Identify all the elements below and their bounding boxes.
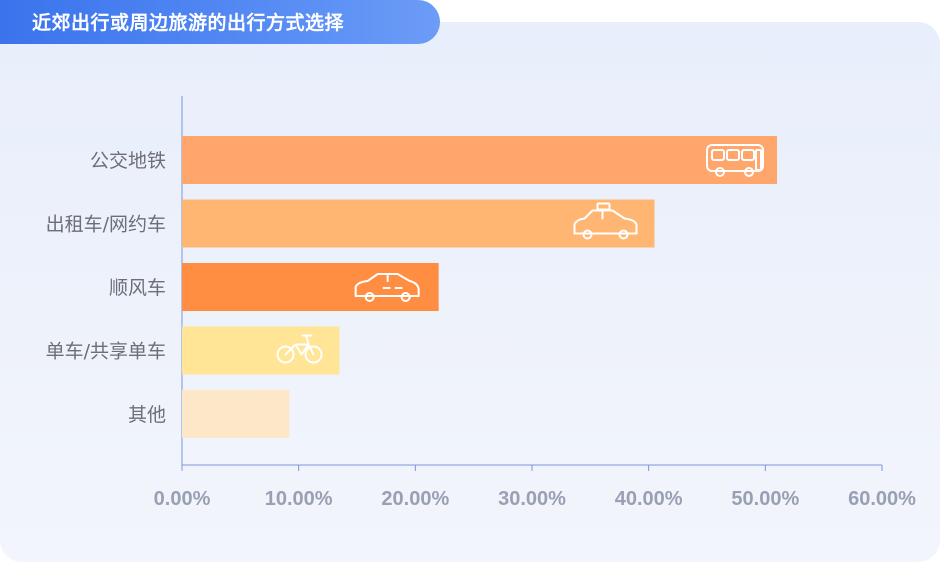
x-tick-label: 0.00% xyxy=(154,488,211,510)
x-tick-label: 40.00% xyxy=(615,488,683,510)
title-banner: 近郊出行或周边旅游的出行方式选择 xyxy=(0,0,440,44)
bar xyxy=(182,390,290,438)
bar xyxy=(182,326,340,375)
bar xyxy=(182,199,655,248)
category-label: 出租车/网约车 xyxy=(46,214,166,236)
category-label: 其他 xyxy=(128,404,166,426)
chart-title: 近郊出行或周边旅游的出行方式选择 xyxy=(32,12,345,34)
taxi-icon xyxy=(573,202,638,240)
chart-card xyxy=(0,22,940,562)
category-label: 顺风车 xyxy=(109,277,166,299)
bus-icon xyxy=(706,144,764,177)
category-label: 公交地铁 xyxy=(90,150,166,172)
x-tick-label: 10.00% xyxy=(265,488,333,510)
car-icon xyxy=(354,273,420,302)
category-label: 单车/共享单车 xyxy=(46,341,166,363)
bar xyxy=(182,136,777,184)
x-tick-label: 20.00% xyxy=(381,488,449,510)
x-tick-label: 60.00% xyxy=(848,488,916,510)
x-tick-label: 30.00% xyxy=(498,488,566,510)
x-tick-label: 50.00% xyxy=(731,488,799,510)
bicycle-icon xyxy=(276,334,323,364)
